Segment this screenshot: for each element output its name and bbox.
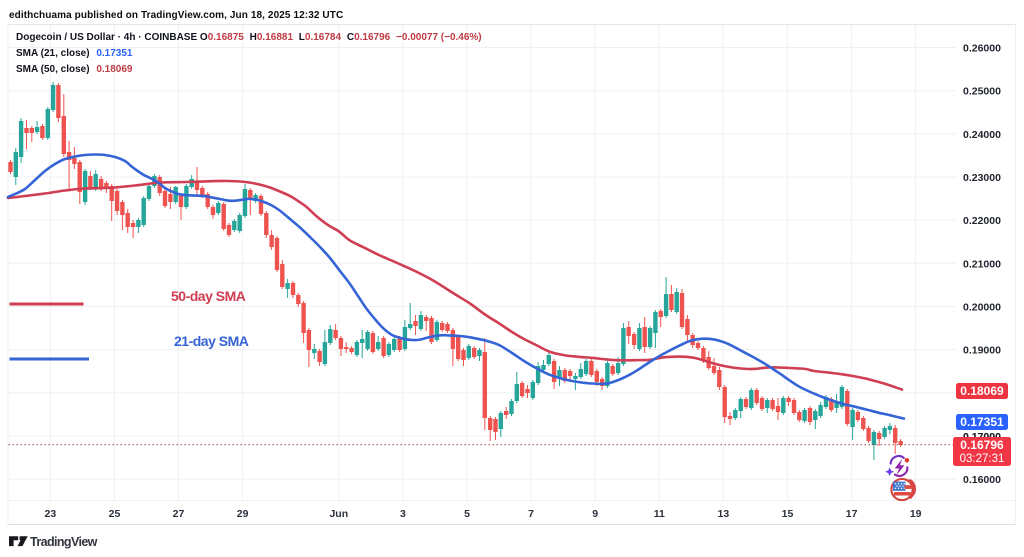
svg-text:9: 9: [592, 508, 598, 520]
svg-text:SMA (21, close) 0.17351: SMA (21, close) 0.17351: [16, 48, 133, 59]
svg-text:3: 3: [400, 508, 406, 520]
svg-text:5: 5: [464, 508, 470, 520]
svg-text:Jun: Jun: [329, 508, 348, 520]
svg-text:17: 17: [846, 508, 858, 520]
svg-text:23: 23: [45, 508, 57, 520]
svg-text:13: 13: [718, 508, 730, 520]
svg-text:SMA (50, close) 0.18069: SMA (50, close) 0.18069: [16, 64, 133, 75]
svg-text:0.25000: 0.25000: [963, 86, 1001, 98]
svg-text:03:27:31: 03:27:31: [960, 453, 1005, 465]
svg-text:TradingView: TradingView: [30, 535, 98, 549]
svg-text:19: 19: [910, 508, 922, 520]
svg-text:0.21000: 0.21000: [963, 258, 1001, 270]
svg-text:0.22000: 0.22000: [963, 215, 1001, 227]
svg-text:7: 7: [528, 508, 534, 520]
svg-text:Dogecoin / US Dollar · 4h · CO: Dogecoin / US Dollar · 4h · COINBASE O0.…: [16, 32, 482, 43]
svg-text:0.24000: 0.24000: [963, 129, 1001, 141]
svg-text:21-day SMA: 21-day SMA: [174, 333, 249, 349]
svg-text:29: 29: [237, 508, 249, 520]
svg-text:0.16796: 0.16796: [960, 438, 1004, 452]
svg-text:15: 15: [782, 508, 794, 520]
svg-text:0.16000: 0.16000: [963, 474, 1001, 486]
svg-text:0.19000: 0.19000: [963, 345, 1001, 357]
svg-text:0.18069: 0.18069: [960, 384, 1004, 398]
svg-text:27: 27: [173, 508, 185, 520]
svg-text:0.23000: 0.23000: [963, 172, 1001, 184]
svg-text:0.17351: 0.17351: [960, 415, 1004, 429]
svg-text:11: 11: [654, 508, 665, 520]
svg-text:25: 25: [109, 508, 121, 520]
svg-text:0.26000: 0.26000: [963, 43, 1001, 55]
svg-text:edithchuama published on Tradi: edithchuama published on TradingView.com…: [9, 10, 343, 21]
svg-text:0.20000: 0.20000: [963, 302, 1001, 314]
svg-text:50-day SMA: 50-day SMA: [171, 288, 246, 304]
